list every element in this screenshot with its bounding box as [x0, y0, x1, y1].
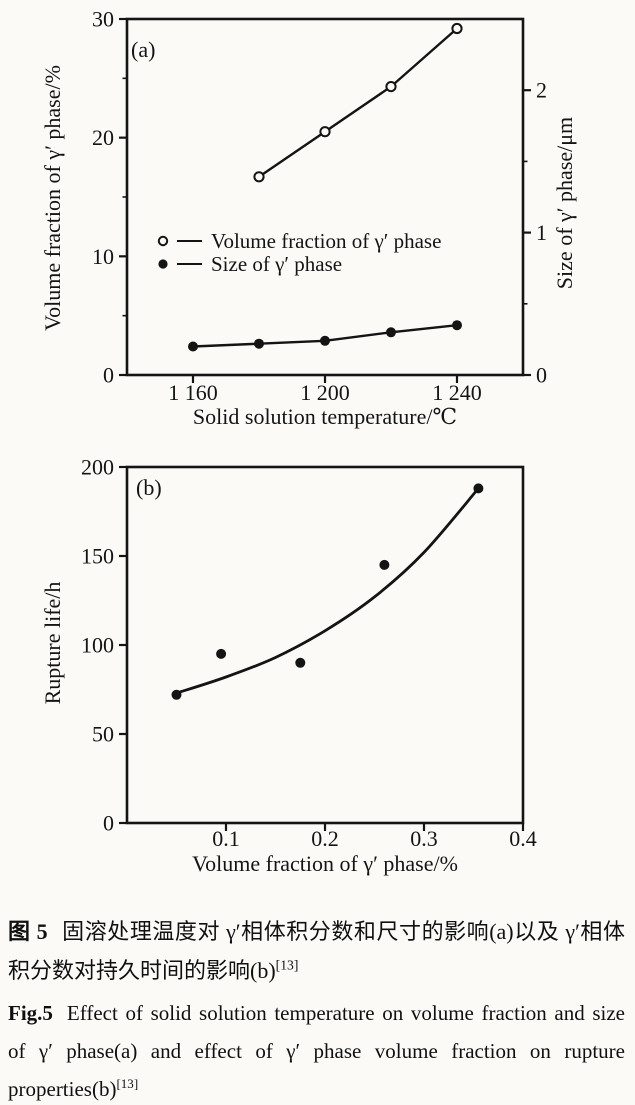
data-point-filled-circle	[386, 327, 396, 338]
caption-en-text: Effect of solid solution temperature on …	[8, 1001, 625, 1101]
data-point-filled-circle	[320, 335, 330, 346]
y-tick-label-right: 0	[536, 363, 547, 388]
x-tick-label: 1 160	[168, 380, 218, 405]
data-point-open-circle	[385, 81, 397, 93]
legend-marker-open-circle	[157, 235, 169, 247]
y-tick-label-left: 50	[92, 722, 114, 747]
data-point-open-circle	[253, 171, 265, 183]
y-tick-label-left: 150	[81, 544, 114, 569]
x-axis-label: Solid solution temperature/℃	[193, 404, 457, 429]
data-point-open-circle	[451, 22, 463, 35]
series-fit-curve	[176, 487, 480, 695]
caption-zh-reference: [13]	[275, 957, 299, 973]
y-tick-label-right: 2	[536, 78, 547, 103]
legend-marker-filled-circle	[158, 259, 168, 269]
plot-box	[125, 465, 525, 825]
x-tick-label: 0.2	[311, 826, 339, 851]
figure-caption: 图 5 固溶处理温度对 γ′相体积分数和尺寸的影响(a)以及 γ′相体积分数对持久…	[0, 900, 635, 1105]
x-tick-label: 1 200	[300, 380, 350, 405]
series-line	[258, 27, 458, 178]
data-point-filled-circle	[188, 341, 198, 352]
data-point-open-circle	[319, 126, 331, 138]
y-axis-label-left: Rupture life/h	[40, 582, 65, 705]
y-axis-label-left: Volume fraction of γ′ phase/%	[40, 65, 65, 331]
caption-chinese: 图 5 固溶处理温度对 γ′相体积分数和尺寸的影响(a)以及 γ′相体积分数对持久…	[8, 912, 625, 990]
y-tick-label-left: 10	[92, 244, 114, 269]
x-axis-label: Volume fraction of γ′ phase/%	[192, 851, 458, 876]
caption-english: Fig.5 Effect of solid solution temperatur…	[8, 994, 625, 1105]
y-tick-label-left: 0	[103, 363, 114, 388]
y-tick-label-left: 30	[92, 7, 114, 32]
caption-zh-text: 固溶处理温度对 γ′相体积分数和尺寸的影响(a)以及 γ′相体积分数对持久时间的…	[8, 919, 625, 983]
data-point-filled-circle	[216, 648, 227, 659]
plot-box	[125, 17, 525, 377]
legend-label: Size of γ′ phase	[211, 252, 342, 276]
y-tick-label-left: 0	[103, 811, 114, 836]
x-tick-label: 1 240	[432, 380, 482, 405]
panel-label: (a)	[131, 37, 155, 62]
caption-en-reference: [13]	[116, 1076, 139, 1091]
caption-zh-label: 图 5	[8, 919, 48, 944]
chart-b: 0.1 0.2 0.3 0.4 0 50 100 150 200 Volume fraction …	[40, 455, 537, 877]
panel-label: (b)	[136, 475, 162, 500]
caption-en-label: Fig.5	[8, 1001, 53, 1025]
y-axis-label-right: Size of γ′ phase/μm	[552, 117, 577, 289]
data-point-filled-circle	[254, 338, 264, 349]
data-point-filled-circle	[295, 657, 306, 668]
y-tick-label-right: 1	[536, 220, 547, 245]
x-tick-label: 0.3	[410, 826, 438, 851]
x-tick-label: 0.4	[509, 826, 537, 851]
data-point-filled-circle	[452, 320, 462, 331]
data-point-filled-circle	[379, 559, 390, 570]
y-tick-label-left: 200	[81, 455, 114, 480]
y-tick-label-left: 100	[81, 633, 114, 658]
x-tick-label: 0.1	[212, 826, 240, 851]
y-tick-label-left: 20	[92, 125, 114, 150]
legend-label: Volume fraction of γ′ phase	[211, 229, 441, 253]
